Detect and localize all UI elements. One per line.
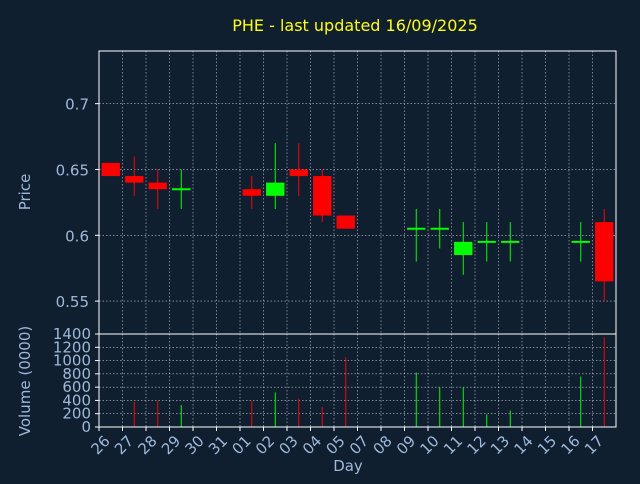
x-tick-label: 29: [158, 432, 184, 458]
volume-panel: 0200400600800100012001400262728293031010…: [53, 325, 617, 458]
volume-ytick-label: 600: [62, 378, 91, 396]
x-tick-label: 08: [370, 432, 396, 458]
price-ytick-label: 0.55: [56, 293, 89, 311]
volume-ytick-label: 1200: [53, 338, 91, 356]
x-tick-label: 01: [229, 432, 255, 458]
x-tick-label: 12: [464, 432, 490, 458]
x-tick-label: 30: [182, 432, 208, 458]
candle-body: [148, 182, 167, 190]
volume-ytick-label: 400: [62, 391, 91, 409]
volume-ytick-label: 200: [62, 405, 91, 423]
x-tick-label: 31: [205, 432, 231, 458]
candle-body: [125, 176, 144, 183]
price-panel: 0.55 0.6 0.65 0.7: [56, 50, 617, 335]
x-tick-label: 28: [135, 432, 161, 458]
x-tick-label: 07: [346, 432, 372, 458]
volume-ytick-label: 1400: [53, 325, 91, 343]
x-tick-label: 11: [440, 432, 466, 458]
price-ytick-label: 0.65: [56, 161, 89, 179]
volume-ytick-label: 0: [81, 418, 91, 436]
x-tick-label: 15: [534, 432, 560, 458]
x-tick-label: 02: [252, 432, 278, 458]
x-axis-label: Day: [333, 457, 363, 475]
x-tick-label: 17: [581, 432, 607, 458]
x-tick-label: 14: [511, 432, 537, 458]
x-tick-label: 03: [276, 432, 302, 458]
candle-body: [595, 222, 614, 282]
chart-title: PHE - last updated 16/09/2025: [232, 16, 478, 35]
volume-ytick-label: 1000: [53, 352, 91, 370]
price-axis-label: Price: [16, 174, 34, 211]
x-tick-label: 05: [323, 432, 349, 458]
x-tick-label: 13: [487, 432, 513, 458]
candle-body: [454, 241, 473, 256]
x-tick-label: 10: [417, 432, 443, 458]
candle-body: [101, 162, 120, 177]
volume-ytick-label: 800: [62, 365, 91, 383]
candle-body: [266, 182, 285, 196]
candle-body: [289, 169, 308, 177]
x-tick-label: 27: [111, 432, 137, 458]
x-tick-label: 26: [88, 432, 114, 458]
candle-body: [242, 189, 261, 196]
x-tick-label: 16: [558, 432, 584, 458]
x-tick-label: 04: [299, 432, 325, 458]
volume-axis-label: Volume (0000): [16, 326, 34, 436]
candle-body: [336, 215, 355, 229]
price-ytick-label: 0.7: [65, 96, 89, 114]
candle-body: [313, 176, 332, 216]
price-ytick-label: 0.6: [65, 227, 89, 245]
x-tick-label: 09: [393, 432, 419, 458]
